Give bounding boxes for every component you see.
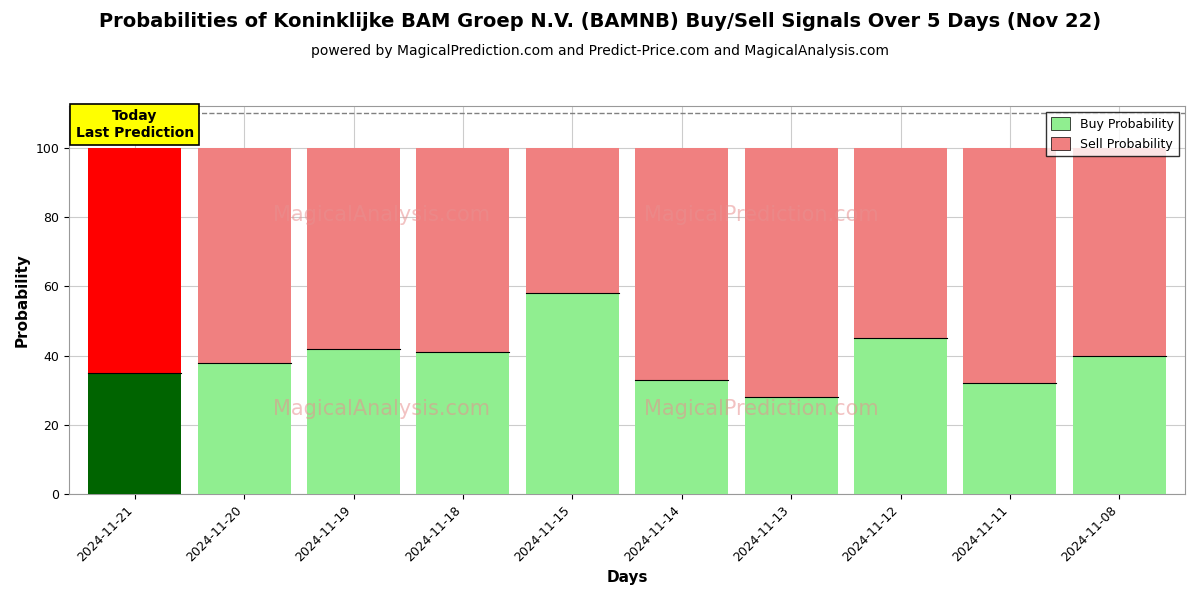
Text: Today
Last Prediction: Today Last Prediction <box>76 109 194 140</box>
Bar <box>198 148 290 362</box>
Bar <box>745 148 838 397</box>
Text: Probabilities of Koninklijke BAM Groep N.V. (BAMNB) Buy/Sell Signals Over 5 Days: Probabilities of Koninklijke BAM Groep N… <box>98 12 1102 31</box>
Bar <box>526 293 619 494</box>
Bar <box>416 352 510 494</box>
Bar <box>416 148 510 352</box>
Bar <box>964 148 1056 383</box>
Bar <box>89 373 181 494</box>
Legend: Buy Probability, Sell Probability: Buy Probability, Sell Probability <box>1046 112 1178 156</box>
Bar <box>526 148 619 293</box>
Text: powered by MagicalPrediction.com and Predict-Price.com and MagicalAnalysis.com: powered by MagicalPrediction.com and Pre… <box>311 44 889 58</box>
Bar <box>1073 356 1166 494</box>
Bar <box>1073 148 1166 356</box>
X-axis label: Days: Days <box>606 570 648 585</box>
Text: MagicalPrediction.com: MagicalPrediction.com <box>643 399 878 419</box>
Bar <box>854 148 947 338</box>
Bar <box>307 148 400 349</box>
Text: MagicalPrediction.com: MagicalPrediction.com <box>643 205 878 225</box>
Bar <box>307 349 400 494</box>
Bar <box>635 380 728 494</box>
Bar <box>745 397 838 494</box>
Bar <box>635 148 728 380</box>
Bar <box>198 362 290 494</box>
Bar <box>964 383 1056 494</box>
Text: MagicalAnalysis.com: MagicalAnalysis.com <box>274 205 490 225</box>
Text: MagicalAnalysis.com: MagicalAnalysis.com <box>274 399 490 419</box>
Bar <box>89 148 181 373</box>
Y-axis label: Probability: Probability <box>16 253 30 347</box>
Bar <box>854 338 947 494</box>
